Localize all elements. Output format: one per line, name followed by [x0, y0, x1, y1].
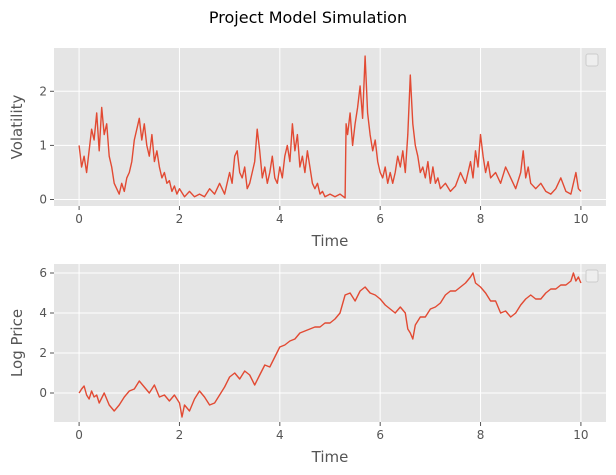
figure-title: Project Model Simulation [208, 8, 408, 27]
x-tick-label: 2 [176, 212, 184, 226]
y-tick-label: 6 [39, 266, 47, 280]
series-line [78, 55, 582, 199]
x-tick-label: 10 [573, 428, 588, 442]
series-line [78, 272, 582, 418]
x-tick-label: 4 [276, 428, 284, 442]
x-axis-label: Time [311, 448, 349, 466]
y-tick-label: 0 [39, 193, 47, 207]
legend-box [585, 53, 599, 67]
y-tick-label: 1 [39, 138, 47, 152]
x-tick-label: 8 [477, 428, 485, 442]
y-axis-label: Volatility [8, 94, 26, 159]
legend-box [585, 269, 599, 283]
y-axis-label: Log Price [8, 309, 26, 377]
plot-area [54, 264, 606, 422]
x-tick-label: 6 [376, 212, 384, 226]
y-tick-label: 0 [39, 386, 47, 400]
y-tick-label: 4 [39, 306, 47, 320]
x-tick-label: 2 [176, 428, 184, 442]
y-tick-label: 2 [39, 84, 47, 98]
x-tick-label: 6 [376, 428, 384, 442]
plot-area [54, 48, 606, 206]
x-axis-label: Time [311, 232, 349, 250]
x-tick-label: 10 [573, 212, 588, 226]
x-tick-label: 0 [75, 212, 83, 226]
x-tick-label: 8 [477, 212, 485, 226]
y-tick-label: 2 [39, 346, 47, 360]
subplot-2: 0 2 4 6 8 10 0 2 4 6 Time Log Price [8, 264, 606, 466]
x-tick-label: 4 [276, 212, 284, 226]
subplot-1: 0 2 4 6 8 10 0 1 2 Time Volatility [8, 48, 606, 250]
x-tick-label: 0 [75, 428, 83, 442]
